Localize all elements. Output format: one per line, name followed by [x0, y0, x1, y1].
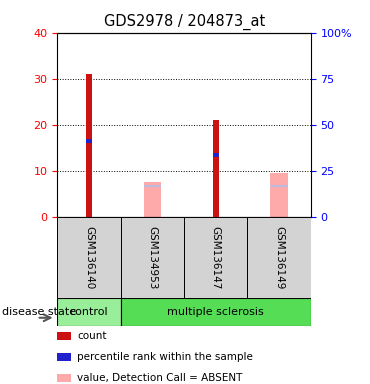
Text: percentile rank within the sample: percentile rank within the sample: [77, 352, 253, 362]
Bar: [213, 120, 219, 217]
Bar: [121, 217, 184, 298]
Text: control: control: [70, 307, 108, 317]
Text: GSM136140: GSM136140: [84, 226, 94, 289]
Text: value, Detection Call = ABSENT: value, Detection Call = ABSENT: [77, 373, 242, 383]
Text: GDS2978 / 204873_at: GDS2978 / 204873_at: [104, 13, 266, 30]
Text: count: count: [77, 331, 107, 341]
Bar: [270, 173, 288, 217]
Bar: [248, 217, 311, 298]
Bar: [57, 298, 121, 326]
Bar: [144, 185, 161, 187]
Bar: [144, 182, 161, 217]
Text: multiple sclerosis: multiple sclerosis: [167, 307, 264, 317]
Bar: [57, 217, 121, 298]
Bar: [86, 139, 92, 143]
Bar: [213, 153, 219, 157]
Bar: [270, 185, 288, 187]
Bar: [86, 74, 92, 217]
Bar: [184, 217, 248, 298]
Text: GSM136149: GSM136149: [274, 225, 284, 289]
Text: GSM134953: GSM134953: [147, 225, 157, 289]
Text: GSM136147: GSM136147: [211, 225, 221, 289]
Bar: [121, 298, 311, 326]
Text: disease state: disease state: [2, 307, 76, 317]
